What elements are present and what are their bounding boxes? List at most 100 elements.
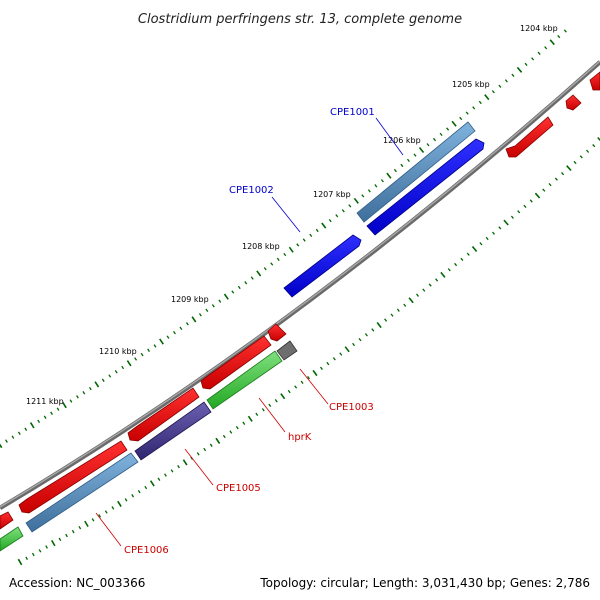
tick-mark [504,79,508,83]
tick-mark [56,407,60,411]
tick-mark [211,304,215,308]
gene-label-cpe1003[interactable]: CPE1003 [329,402,374,413]
tick-mark [367,189,371,193]
tick-mark [534,192,541,199]
tick-mark [492,231,495,235]
tick-mark [274,399,278,403]
gene-callouts: CPE1001 CPE1002 CPE1003 hprK CPE1005 CPE… [95,107,404,556]
tick-mark [82,391,86,395]
tick-mark [344,346,350,353]
tick-mark [131,494,135,498]
tick-mark [76,395,79,399]
tick-mark [328,219,332,223]
cds-cpe1005[interactable] [127,387,200,442]
cds-cpe1003[interactable] [267,323,287,342]
cds-hprk[interactable] [200,335,272,390]
gene-label-cpe1002[interactable]: CPE1002 [229,185,274,196]
tick-mark [84,520,89,528]
tick-mark [384,318,388,322]
tick-mark [29,422,35,429]
reverse-features [0,323,298,552]
tick-mark [348,204,352,208]
tick-mark [62,401,67,409]
tick-mark [223,293,229,300]
tick-mark [101,378,105,382]
tick-mark [426,143,430,147]
tick-mark [353,197,359,204]
tick-mark [309,233,313,237]
gene-label-hprk[interactable]: hprK [288,432,312,443]
tick-mark [38,549,42,553]
cds-cpe1006[interactable] [18,440,128,514]
kbp-label: 1211 kbp [26,397,64,406]
cds-upstream-1[interactable] [505,116,554,158]
tick-mark [58,537,62,542]
tick-mark [149,480,155,487]
gene-hprk[interactable] [206,350,283,410]
tick-mark [435,278,439,282]
gene-label-cpe1006[interactable]: CPE1006 [124,545,169,556]
tick-mark [114,370,118,374]
tick-mark [403,303,407,307]
tick-mark [159,338,164,345]
cds-upstream-2[interactable] [565,94,582,111]
tick-mark [376,322,382,329]
tick-mark [256,270,262,277]
tick-mark [17,558,23,566]
tick-mark [261,408,265,412]
tick-mark [439,132,443,137]
tick-mark [50,411,53,415]
tick-mark [51,539,56,547]
tick-mark [554,177,558,181]
tick-mark [484,94,490,101]
tick-mark [537,51,541,56]
tick-mark [485,236,489,241]
tick-mark [294,385,298,389]
tick-mark [255,412,259,416]
tick-mark [529,199,533,203]
gene-cpe1001[interactable] [356,121,476,223]
tick-mark [124,498,128,502]
tick-mark [371,328,375,332]
gene-cpe1006[interactable] [25,452,139,533]
gene-label-cpe1005[interactable]: CPE1005 [216,483,261,494]
tick-mark [247,415,253,422]
feature-gray[interactable] [276,340,298,361]
tick-mark [478,100,482,105]
tick-mark [511,73,515,78]
tick-mark [244,281,248,285]
tick-mark [37,419,41,424]
tick-mark [428,283,432,287]
tick-mark [386,172,392,179]
cds-cpe1002[interactable] [283,234,362,298]
tick-mark [465,111,469,115]
tick-mark [517,210,521,214]
tick-mark [561,171,565,176]
gene-downstream-1[interactable] [0,526,24,552]
tick-mark [0,443,3,449]
tick-mark [332,357,336,361]
cds-downstream-1[interactable] [0,511,14,530]
tick-mark [280,393,286,400]
inner-tick-ring [17,137,600,566]
cds-cpe1001[interactable] [366,138,485,236]
cds-upstream-3[interactable] [589,71,600,91]
tick-mark [43,415,47,419]
tick-mark [491,90,495,94]
gene-label-cpe1001[interactable]: CPE1001 [330,107,375,118]
tick-mark [164,473,167,477]
tick-mark [237,285,241,290]
tick-mark [440,271,446,278]
tick-mark [134,357,138,361]
tick-mark [454,262,458,267]
tick-mark [335,214,339,218]
tick-mark [296,243,300,247]
genome-summary-text: Topology: circular; Length: 3,031,430 bp… [259,576,590,590]
tick-mark [479,242,483,246]
tick-mark [315,228,319,233]
tick-mark [11,435,15,439]
gene-cpe1005[interactable] [134,401,212,461]
genome-backbone [0,60,600,510]
tick-mark [126,360,132,367]
